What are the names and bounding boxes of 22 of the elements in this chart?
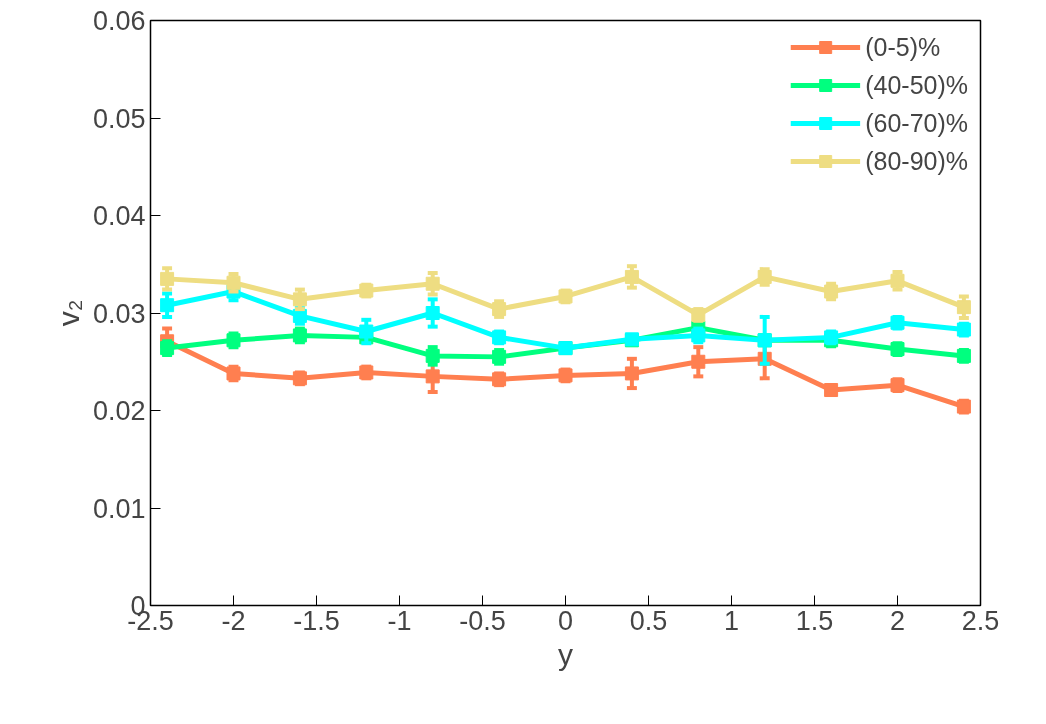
x-tick-label: 2.5 <box>961 605 1000 636</box>
y-tick-label: 0.04 <box>92 201 146 231</box>
y-tick-label: 0.05 <box>92 103 146 134</box>
x-tick-label: 0.5 <box>629 605 668 636</box>
x-tick-label: 2 <box>889 605 906 636</box>
y-tick-label: 0.03 <box>92 298 146 329</box>
x-tick-label: -2 <box>221 605 246 636</box>
y-tick-label: 0.06 <box>92 6 146 36</box>
legend-label: (40-50)% <box>865 70 968 100</box>
x-tick-label: 1.5 <box>795 605 834 636</box>
legend-label: (0-5)% <box>865 32 941 62</box>
x-tick-label: 1 <box>723 605 740 636</box>
x-tick-label: -0.5 <box>459 605 506 636</box>
y-tick-label: 0.02 <box>92 396 146 426</box>
legend-label: (60-70)% <box>865 108 968 138</box>
legend-label: (80-90)% <box>865 146 968 176</box>
x-tick-label: 0 <box>557 605 574 636</box>
y-tick-label: 0.01 <box>92 493 146 524</box>
x-tick-label: -1.5 <box>293 605 340 636</box>
x-tick-label: -1 <box>387 605 412 636</box>
x-axis-title: y <box>558 637 573 671</box>
y-axis-title: v₂ <box>51 299 85 327</box>
